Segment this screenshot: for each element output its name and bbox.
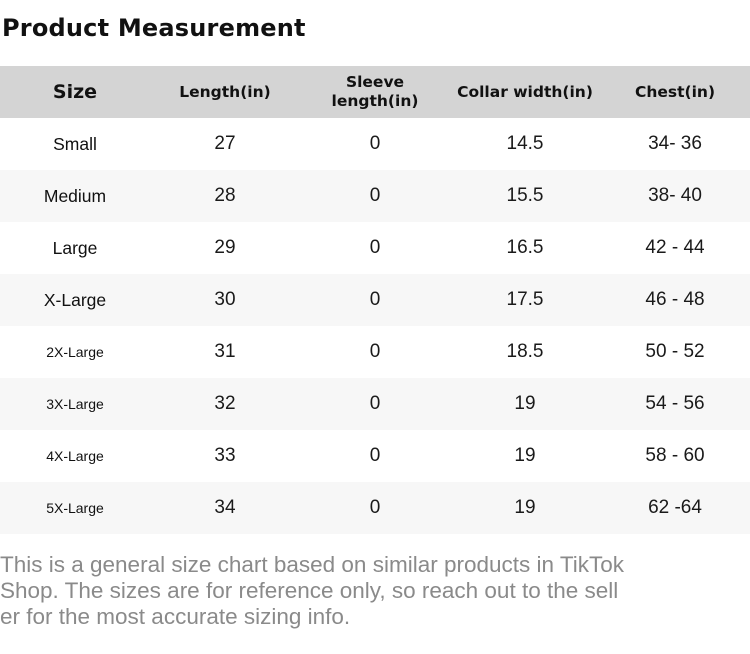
table-row: Small 27 0 14.5 34- 36: [0, 118, 750, 170]
disclaimer-text: This is a general size chart based on si…: [0, 552, 750, 630]
column-header-label: Sleeve length(in): [331, 73, 419, 110]
collar-cell: 19: [514, 393, 536, 414]
sleeve-cell: 0: [369, 133, 381, 154]
size-cell: 5X-Large: [46, 500, 104, 516]
size-cell: Medium: [43, 185, 107, 206]
column-header-collar-width-in: Collar width(in): [450, 66, 600, 118]
table-row: Medium 28 0 15.5 38- 40: [0, 170, 750, 222]
sleeve-cell: 0: [369, 497, 381, 518]
table-row: X-Large 30 0 17.5 46 - 48: [0, 274, 750, 326]
column-header-size: Size: [0, 66, 150, 118]
disclaimer-line: Shop. The sizes are for reference only, …: [0, 578, 619, 603]
table-header-row: Size Length(in) Sleeve length(in) Collar wi…: [0, 66, 750, 118]
size-cell: Large: [52, 237, 98, 258]
length-cell: 31: [214, 341, 236, 362]
sleeve-cell: 0: [369, 289, 381, 310]
size-cell: 3X-Large: [46, 396, 104, 412]
size-cell: X-Large: [43, 289, 107, 310]
chest-cell: 46 - 48: [645, 289, 705, 310]
sleeve-cell: 0: [369, 393, 381, 414]
disclaimer-line: This is a general size chart based on si…: [0, 552, 625, 577]
column-header-length-in: Length(in): [150, 66, 300, 118]
chest-cell: 38- 40: [648, 185, 702, 206]
length-cell: 33: [214, 445, 236, 466]
column-header-sleeve-length-in: Sleeve length(in): [300, 66, 450, 118]
collar-cell: 19: [514, 497, 536, 518]
collar-cell: 17.5: [506, 289, 544, 310]
measurement-table: Size Length(in) Sleeve length(in) Collar wi…: [0, 66, 750, 534]
disclaimer-line: er for the most accurate sizing info.: [0, 604, 351, 629]
size-cell: Small: [53, 133, 97, 154]
chest-cell: 54 - 56: [645, 393, 705, 414]
length-cell: 29: [214, 237, 236, 258]
column-header-label: Chest(in): [634, 82, 716, 101]
collar-cell: 14.5: [506, 133, 544, 154]
table-row: 2X-Large 31 0 18.5 50 - 52: [0, 326, 750, 378]
sleeve-cell: 0: [369, 445, 381, 466]
page-title: Product Measurement: [2, 14, 306, 42]
sleeve-cell: 0: [369, 341, 381, 362]
size-cell: 2X-Large: [46, 344, 104, 360]
table-row: 5X-Large 34 0 19 62 -64: [0, 482, 750, 534]
chest-cell: 62 -64: [648, 497, 702, 518]
length-cell: 28: [214, 185, 236, 206]
collar-cell: 18.5: [506, 341, 544, 362]
table-row: 3X-Large 32 0 19 54 - 56: [0, 378, 750, 430]
length-cell: 32: [214, 393, 236, 414]
size-cell: 4X-Large: [46, 448, 104, 464]
chest-cell: 58 - 60: [645, 445, 705, 466]
length-cell: 27: [214, 133, 236, 154]
column-header-label: Size: [52, 80, 98, 103]
length-cell: 34: [214, 497, 236, 518]
collar-cell: 19: [514, 445, 536, 466]
collar-cell: 16.5: [506, 237, 544, 258]
column-header-label: Collar width(in): [457, 82, 593, 101]
chest-cell: 50 - 52: [645, 341, 705, 362]
table-row: 4X-Large 33 0 19 58 - 60: [0, 430, 750, 482]
sleeve-cell: 0: [369, 237, 381, 258]
chest-cell: 34- 36: [648, 133, 702, 154]
sleeve-cell: 0: [369, 185, 381, 206]
chest-cell: 42 - 44: [645, 237, 705, 258]
table-body: Small 27 0 14.5 34- 36 Medium 28 0 15.5 38- 40 Lar…: [0, 118, 750, 534]
length-cell: 30: [214, 289, 236, 310]
table-row: Large 29 0 16.5 42 - 44: [0, 222, 750, 274]
column-header-label: Length(in): [179, 82, 271, 101]
collar-cell: 15.5: [506, 185, 544, 206]
column-header-chest-in: Chest(in): [600, 66, 750, 118]
